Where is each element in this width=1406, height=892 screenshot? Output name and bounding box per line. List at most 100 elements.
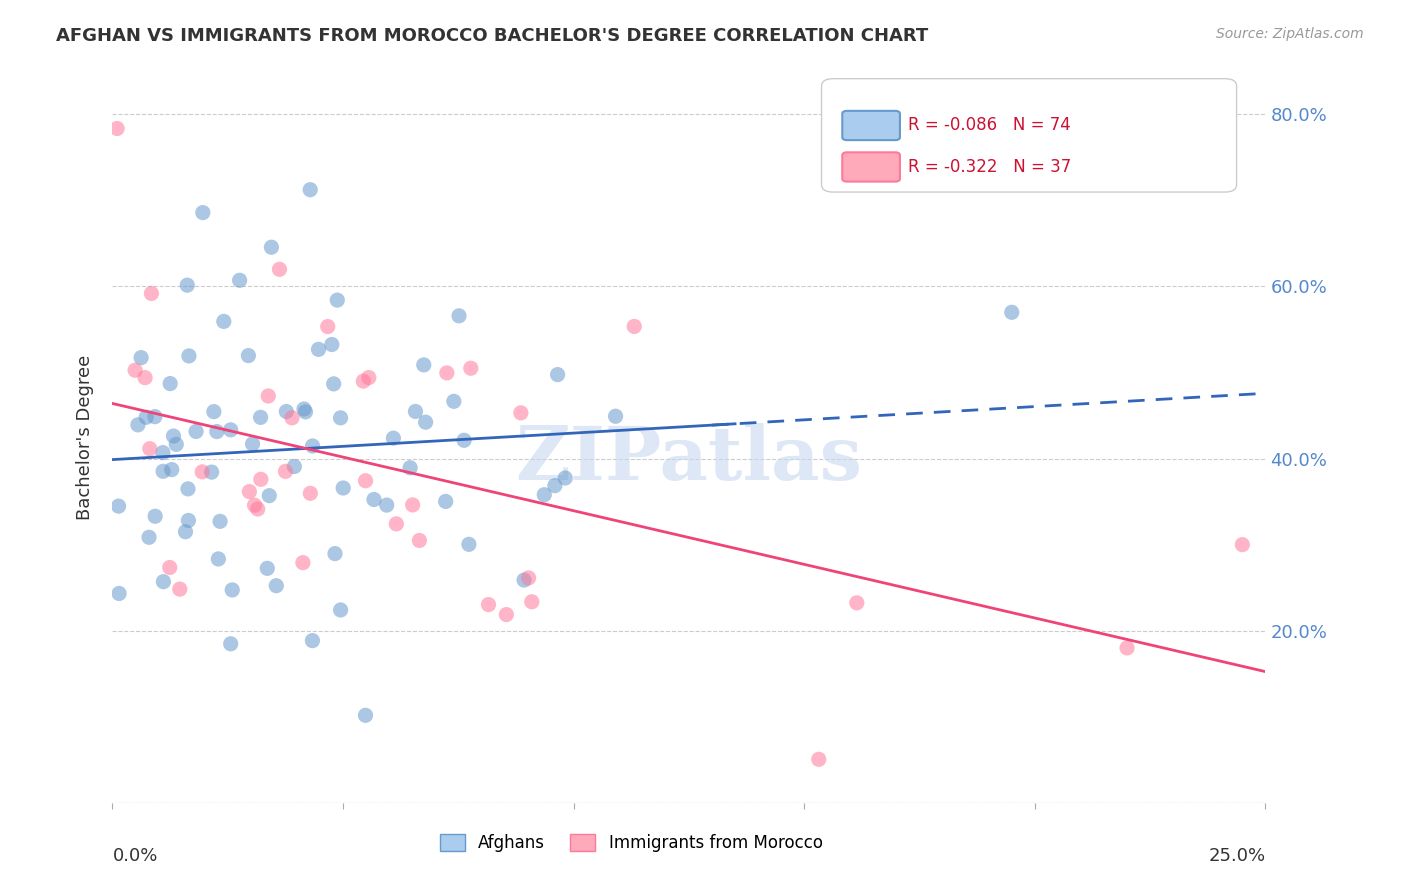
Point: [399, 460, 422, 475]
Text: Source: ZipAtlas.com: Source: ZipAtlas.com: [1216, 27, 1364, 41]
Point: [460, 361, 482, 376]
Text: 25.0%: 25.0%: [1208, 847, 1265, 864]
Point: [544, 478, 567, 492]
Text: 0.0%: 0.0%: [112, 847, 157, 864]
Point: [129, 351, 152, 365]
Point: [249, 410, 271, 425]
Point: [363, 492, 385, 507]
Point: [321, 337, 343, 351]
Point: [299, 486, 322, 500]
Point: [159, 560, 181, 574]
Point: [176, 278, 198, 293]
FancyBboxPatch shape: [842, 111, 900, 140]
Point: [184, 425, 207, 439]
Point: [322, 376, 344, 391]
Text: AFGHAN VS IMMIGRANTS FROM MOROCCO BACHELOR'S DEGREE CORRELATION CHART: AFGHAN VS IMMIGRANTS FROM MOROCCO BACHEL…: [56, 27, 928, 45]
Point: [177, 482, 200, 496]
Point: [191, 465, 214, 479]
Point: [108, 586, 131, 600]
Point: [160, 462, 183, 476]
Point: [200, 465, 222, 479]
Point: [152, 574, 174, 589]
Point: [352, 374, 374, 388]
Point: [238, 349, 260, 363]
Point: [520, 595, 543, 609]
Point: [257, 389, 280, 403]
Point: [517, 571, 540, 585]
Point: [159, 376, 181, 391]
Point: [135, 410, 157, 425]
Legend: Afghans, Immigrants from Morocco: Afghans, Immigrants from Morocco: [432, 825, 831, 860]
Point: [283, 459, 305, 474]
Point: [443, 394, 465, 409]
Point: [301, 439, 323, 453]
Point: [513, 573, 536, 587]
Point: [408, 533, 430, 548]
Point: [1001, 305, 1024, 319]
Point: [238, 484, 260, 499]
Point: [412, 358, 434, 372]
Point: [134, 370, 156, 384]
Point: [143, 509, 166, 524]
Point: [294, 405, 316, 419]
Point: [276, 404, 298, 418]
Point: [1116, 640, 1139, 655]
Point: [124, 363, 146, 377]
Point: [308, 343, 330, 357]
Point: [845, 596, 868, 610]
Point: [177, 513, 200, 527]
Point: [329, 410, 352, 425]
Point: [495, 607, 517, 622]
Point: [401, 498, 423, 512]
Point: [382, 431, 405, 445]
Point: [554, 471, 576, 485]
Point: [605, 409, 627, 424]
Point: [228, 273, 250, 287]
Point: [509, 406, 531, 420]
Point: [143, 409, 166, 424]
Point: [547, 368, 569, 382]
Point: [250, 472, 273, 486]
Point: [212, 314, 235, 328]
Text: ZIPatlas: ZIPatlas: [516, 423, 862, 496]
Point: [299, 183, 322, 197]
Point: [191, 205, 214, 219]
Point: [269, 262, 291, 277]
Point: [434, 494, 457, 508]
FancyBboxPatch shape: [821, 78, 1237, 192]
Point: [266, 579, 288, 593]
Point: [177, 349, 200, 363]
Point: [205, 425, 228, 439]
Point: [292, 402, 315, 417]
Point: [242, 437, 264, 451]
Point: [219, 637, 242, 651]
Point: [453, 434, 475, 448]
Point: [807, 752, 830, 766]
Point: [329, 603, 352, 617]
Point: [152, 464, 174, 478]
Point: [256, 561, 278, 575]
Point: [477, 598, 499, 612]
Point: [207, 552, 229, 566]
Point: [274, 464, 297, 478]
Point: [291, 556, 314, 570]
Point: [316, 319, 339, 334]
Point: [357, 370, 380, 384]
Point: [385, 516, 408, 531]
Point: [107, 499, 129, 513]
Point: [221, 582, 243, 597]
Text: R = -0.086   N = 74: R = -0.086 N = 74: [908, 117, 1071, 135]
Point: [447, 309, 470, 323]
Point: [127, 417, 149, 432]
Point: [243, 498, 266, 512]
Point: [209, 514, 232, 528]
Point: [301, 633, 323, 648]
Point: [105, 121, 128, 136]
Point: [165, 437, 187, 451]
Point: [138, 530, 160, 544]
Point: [533, 488, 555, 502]
Point: [404, 404, 426, 418]
Point: [281, 410, 304, 425]
Point: [141, 286, 163, 301]
Point: [436, 366, 458, 380]
